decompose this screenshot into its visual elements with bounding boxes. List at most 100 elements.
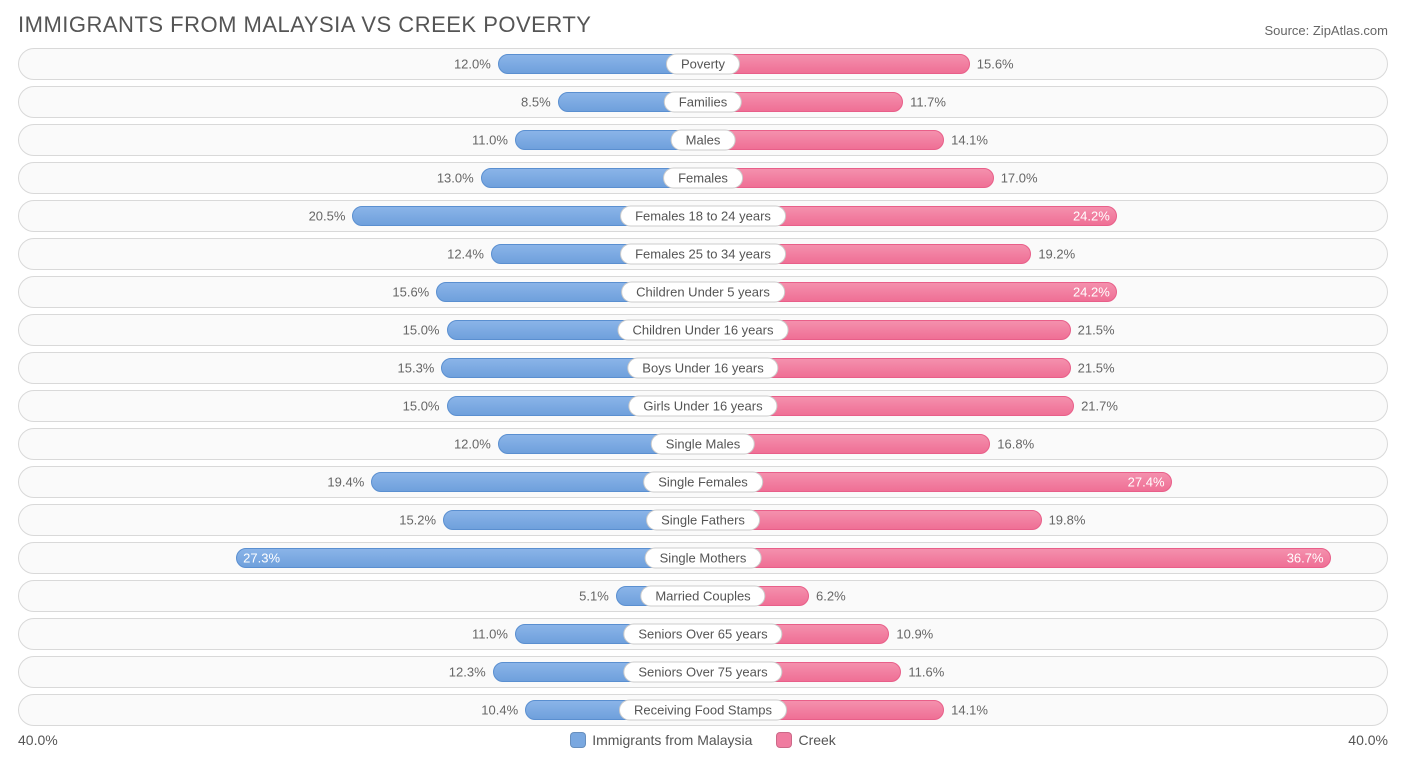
chart-row: 11.0%14.1%Males — [18, 124, 1388, 156]
left-half: 12.4% — [19, 239, 703, 269]
category-label: Children Under 5 years — [621, 282, 785, 303]
legend-label-left: Immigrants from Malaysia — [592, 732, 752, 748]
category-label: Poverty — [666, 54, 740, 75]
bar-right: 36.7% — [703, 548, 1331, 568]
right-half: 19.8% — [703, 505, 1387, 535]
axis-row: 40.0% Immigrants from Malaysia Creek 40.… — [18, 732, 1388, 748]
right-half: 16.8% — [703, 429, 1387, 459]
legend: Immigrants from Malaysia Creek — [570, 732, 836, 748]
chart-row: 15.0% 21.5% Children Under 16 years — [18, 314, 1388, 346]
value-left: 15.6% — [392, 285, 429, 300]
left-half: 12.3% — [19, 657, 703, 687]
category-label: Girls Under 16 years — [628, 396, 777, 417]
value-right: 14.1% — [951, 133, 988, 148]
bar-left: 27.3% — [236, 548, 703, 568]
chart-row: 20.5%24.2%Females 18 to 24 years — [18, 200, 1388, 232]
value-right: 19.8% — [1049, 513, 1086, 528]
value-left: 15.0% — [403, 323, 440, 338]
source-attribution: Source: ZipAtlas.com — [1264, 23, 1388, 38]
value-right: 36.7% — [1287, 551, 1324, 566]
chart-row: 11.0%10.9%Seniors Over 65 years — [18, 618, 1388, 650]
right-half: 27.4% — [703, 467, 1387, 497]
chart-row: 15.3%21.5%Boys Under 16 years — [18, 352, 1388, 384]
legend-item-right: Creek — [776, 732, 835, 748]
left-half: 11.0% — [19, 125, 703, 155]
chart-row: 12.0% 15.6%Poverty — [18, 48, 1388, 80]
right-half: 21.7% — [703, 391, 1387, 421]
left-half: 20.5% — [19, 201, 703, 231]
category-label: Married Couples — [640, 586, 765, 607]
right-half: 11.6% — [703, 657, 1387, 687]
value-left: 15.3% — [398, 361, 435, 376]
axis-right-max: 40.0% — [1348, 732, 1388, 748]
value-right: 11.6% — [908, 665, 944, 680]
right-half: 21.5% — [703, 315, 1387, 345]
legend-swatch-left — [570, 732, 586, 748]
right-half: 10.9% — [703, 619, 1387, 649]
bar-right: 27.4% — [703, 472, 1172, 492]
value-right: 10.9% — [896, 627, 933, 642]
value-left: 27.3% — [243, 551, 280, 566]
left-half: 15.0% — [19, 391, 703, 421]
chart-row: 12.3%11.6%Seniors Over 75 years — [18, 656, 1388, 688]
right-half: 14.1% — [703, 125, 1387, 155]
value-left: 5.1% — [579, 589, 609, 604]
left-half: 8.5% — [19, 87, 703, 117]
value-left: 15.0% — [403, 399, 440, 414]
value-right: 21.7% — [1081, 399, 1118, 414]
value-left: 11.0% — [472, 627, 508, 642]
category-label: Females 25 to 34 years — [620, 244, 786, 265]
value-right: 27.4% — [1128, 475, 1165, 490]
value-right: 19.2% — [1038, 247, 1075, 262]
value-right: 24.2% — [1073, 209, 1110, 224]
category-label: Single Mothers — [645, 548, 762, 569]
bar-right: 15.6% — [703, 54, 970, 74]
category-label: Single Males — [651, 434, 755, 455]
legend-swatch-right — [776, 732, 792, 748]
chart-row: 12.4% 19.2% Females 25 to 34 years — [18, 238, 1388, 270]
bar-right: 17.0% — [703, 168, 994, 188]
category-label: Children Under 16 years — [618, 320, 789, 341]
value-right: 21.5% — [1078, 361, 1115, 376]
left-half: 15.0% — [19, 315, 703, 345]
category-label: Single Fathers — [646, 510, 760, 531]
value-left: 12.3% — [449, 665, 486, 680]
value-right: 6.2% — [816, 589, 846, 604]
left-half: 10.4% — [19, 695, 703, 725]
value-left: 11.0% — [472, 133, 508, 148]
value-left: 12.0% — [454, 57, 491, 72]
bar-right: 14.1% — [703, 130, 944, 150]
right-half: 11.7% — [703, 87, 1387, 117]
right-half: 6.2% — [703, 581, 1387, 611]
value-right: 24.2% — [1073, 285, 1110, 300]
chart-row: 27.3% 36.7% Single Mothers — [18, 542, 1388, 574]
right-half: 15.6% — [703, 49, 1387, 79]
left-half: 5.1% — [19, 581, 703, 611]
left-half: 11.0% — [19, 619, 703, 649]
axis-left-max: 40.0% — [18, 732, 58, 748]
left-half: 15.6% — [19, 277, 703, 307]
source-name: ZipAtlas.com — [1313, 23, 1388, 38]
diverging-bar-chart: 12.0%15.6%Poverty8.5%11.7%Families11.0%1… — [18, 48, 1388, 726]
value-right: 11.7% — [910, 95, 946, 110]
chart-row: 15.0% 21.7% Girls Under 16 years — [18, 390, 1388, 422]
source-label: Source: — [1264, 23, 1312, 38]
value-right: 14.1% — [951, 703, 988, 718]
category-label: Families — [664, 92, 742, 113]
value-left: 13.0% — [437, 171, 474, 186]
left-half: 15.3% — [19, 353, 703, 383]
right-half: 14.1% — [703, 695, 1387, 725]
chart-row: 19.4%27.4%Single Females — [18, 466, 1388, 498]
legend-item-left: Immigrants from Malaysia — [570, 732, 752, 748]
right-half: 17.0% — [703, 163, 1387, 193]
value-left: 19.4% — [327, 475, 364, 490]
chart-title: IMMIGRANTS FROM MALAYSIA VS CREEK POVERT… — [18, 12, 591, 38]
right-half: 24.2% — [703, 201, 1387, 231]
value-right: 21.5% — [1078, 323, 1115, 338]
right-half: 21.5% — [703, 353, 1387, 383]
value-left: 20.5% — [309, 209, 346, 224]
chart-row: 8.5% 11.7% Families — [18, 86, 1388, 118]
chart-row: 10.4%14.1%Receiving Food Stamps — [18, 694, 1388, 726]
value-left: 15.2% — [399, 513, 436, 528]
left-half: 19.4% — [19, 467, 703, 497]
